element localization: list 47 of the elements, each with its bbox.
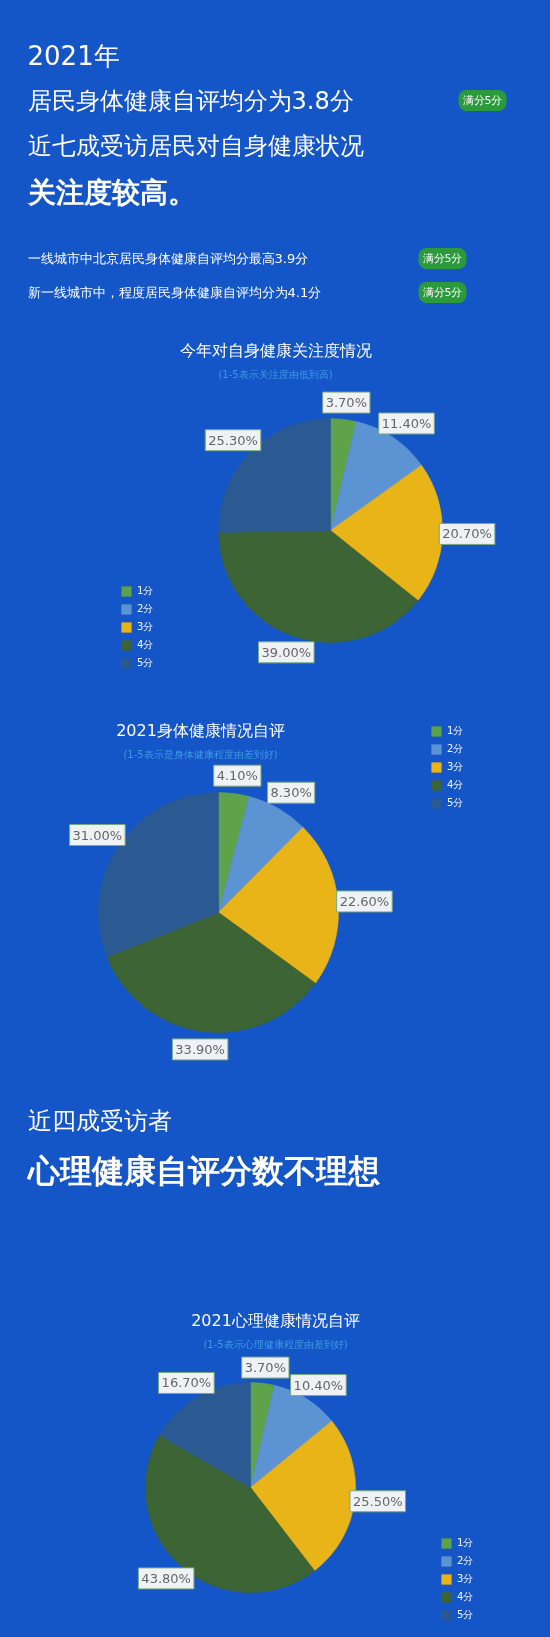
legend-label: 5分 (137, 656, 155, 670)
text: 2021年 (27, 40, 120, 71)
chart-subtitle: (1-5表示关注度由低到高) (218, 369, 333, 380)
text: 近四成受访者 (27, 1106, 172, 1135)
legend-label: 1分 (447, 724, 465, 738)
text: 一线城市中北京居民身体健康自评均分最高3.9分 (27, 251, 309, 266)
text: 新一线城市中，程度居民身体健康自评均分为4.1分 (27, 285, 322, 300)
data-label: 33.90% (175, 1041, 225, 1057)
legend-label: 4分 (457, 1590, 475, 1604)
legend-label: 2分 (137, 602, 155, 616)
legend-label: 3分 (457, 1572, 475, 1586)
data-label: 8.30% (270, 785, 312, 801)
data-label: 22.60% (339, 893, 390, 909)
data-label: 3.70% (325, 395, 367, 411)
chart-subtitle: (1-5表示心理健康程度由差到好) (203, 1339, 348, 1350)
text: (1-5表示是身体健康程度由差到好) (123, 749, 278, 760)
text: 满分5分 (422, 252, 463, 265)
data-label: 25.30% (208, 432, 258, 448)
data-label: 16.70% (161, 1375, 212, 1391)
data-label: 3.70% (244, 1360, 287, 1376)
data-label: 10.40% (293, 1377, 344, 1393)
text: 心理健康自评分数不理想 (25, 1151, 380, 1190)
legend-label: 1分 (457, 1536, 475, 1550)
legend-label: 3分 (447, 760, 465, 774)
chart-title: 今年对自身健康关注度情况 (179, 341, 372, 360)
legend-label: 2分 (457, 1554, 475, 1568)
text: 满分5分 (422, 286, 463, 299)
text: 关注度较高。 (26, 176, 196, 209)
legend-label: 3分 (137, 620, 155, 634)
data-label: 31.00% (72, 827, 123, 843)
data-label: 25.50% (352, 1493, 403, 1509)
data-label: 43.80% (141, 1570, 191, 1586)
chart-title: 2021身体健康情况自评 (116, 721, 285, 740)
data-label: 11.40% (381, 415, 432, 431)
legend-label: 5分 (447, 796, 465, 810)
data-label: 4.10% (216, 768, 258, 784)
legend-label: 5分 (457, 1608, 475, 1622)
text: 居民身体健康自评均分为3.8分 (27, 86, 354, 115)
data-label: 20.70% (442, 526, 492, 542)
data-label: 39.00% (261, 644, 312, 660)
legend-label: 4分 (447, 778, 465, 792)
text: 近七成受访居民对自身健康状况 (27, 131, 364, 160)
legend-label: 1分 (137, 584, 155, 598)
chart-title: 2021心理健康情况自评 (191, 1311, 360, 1330)
legend-label: 4分 (137, 638, 155, 652)
text: 满分5分 (462, 94, 503, 107)
legend-label: 2分 (447, 742, 465, 756)
